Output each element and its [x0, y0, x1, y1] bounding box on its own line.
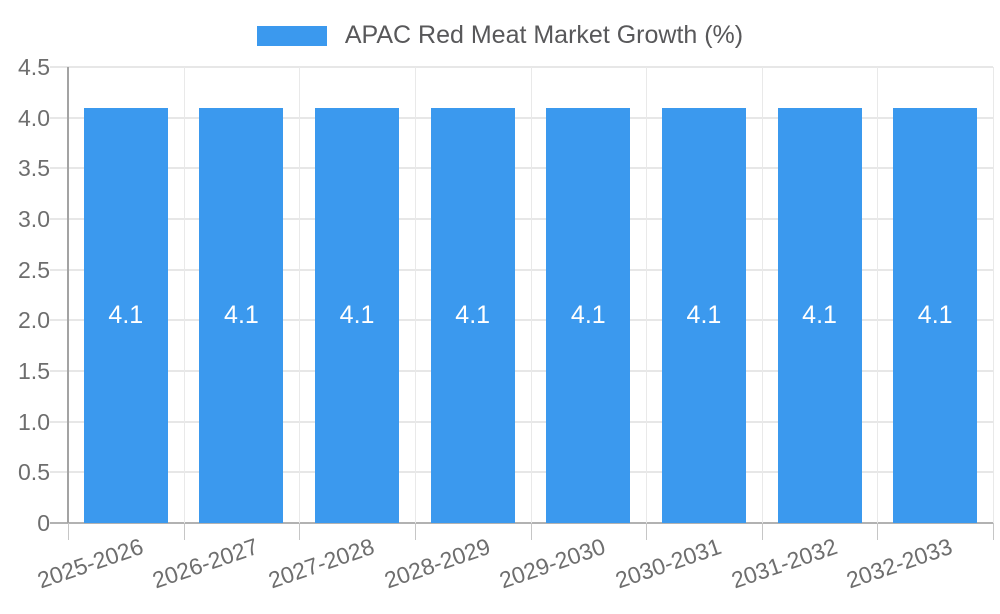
bar-value-label: 4.1	[802, 300, 837, 329]
bar[interactable]: 4.1	[777, 107, 862, 523]
x-gridline	[646, 67, 648, 523]
y-gridline	[50, 218, 993, 220]
bar-value-label: 4.1	[686, 300, 722, 329]
x-gridline	[530, 67, 532, 523]
bar-value-label: 4.1	[917, 300, 953, 329]
y-gridline	[50, 66, 993, 68]
legend-swatch	[256, 25, 327, 46]
y-axis-tick-label: 1.5	[18, 358, 50, 384]
x-gridline	[877, 67, 879, 523]
y-axis-tick-label: 3.5	[18, 155, 50, 182]
y-gridline	[50, 471, 993, 474]
bar[interactable]: 4.1	[83, 107, 168, 523]
bar-value-label: 4.1	[455, 300, 491, 329]
y-axis-tick-label: 0	[37, 510, 50, 536]
bar-value-label: 4.1	[224, 300, 259, 329]
x-gridline	[414, 67, 416, 523]
bar[interactable]: 4.1	[199, 107, 284, 523]
x-gridline	[183, 67, 185, 523]
plot-area: 0 0.5 1.0 1.5 2.0 2.5 3.0 3.5 4.0 4.5 4.1 4.1 4.1 4.1…	[18, 54, 994, 593]
x-tick	[183, 523, 185, 540]
y-axis-tick-label: 4.0	[18, 104, 50, 131]
x-tick	[761, 523, 763, 540]
y-axis-tick-label: 1.0	[18, 408, 50, 435]
y-gridline	[50, 116, 993, 119]
y-gridline	[50, 370, 993, 372]
column-chart: APAC Red Meat Market Growth (%) 0 0.5 1.0 1…	[0, 21, 1000, 594]
bar[interactable]: 4.1	[315, 107, 400, 523]
y-axis-tick-label: 2.0	[18, 307, 50, 334]
bar[interactable]: 4.1	[430, 107, 515, 523]
y-gridline	[50, 420, 993, 423]
x-tick	[530, 523, 532, 540]
x-tick	[414, 523, 416, 540]
y-gridline	[50, 268, 993, 271]
bar-value-label: 4.1	[339, 300, 375, 329]
bar-value-label: 4.1	[570, 300, 606, 329]
x-tick	[68, 523, 69, 540]
x-gridline	[761, 67, 763, 523]
bar[interactable]: 4.1	[546, 107, 631, 523]
x-axis-baseline	[50, 522, 993, 524]
legend-label: APAC Red Meat Market Growth (%)	[344, 21, 744, 49]
y-axis-tick-label: 3.0	[18, 206, 50, 232]
bar[interactable]: 4.1	[661, 107, 746, 523]
x-tick	[877, 523, 879, 540]
chart-legend: APAC Red Meat Market Growth (%)	[0, 21, 1000, 50]
y-axis-tick-label: 4.5	[18, 54, 50, 80]
y-gridline	[50, 167, 993, 170]
bar[interactable]: 4.1	[893, 107, 978, 523]
y-axis-line	[67, 67, 69, 523]
x-gridline	[299, 67, 301, 523]
x-tick	[646, 523, 648, 540]
y-axis-tick-label: 0.5	[18, 459, 50, 486]
x-tick	[993, 523, 994, 540]
bar-value-label: 4.1	[108, 300, 144, 329]
x-gridline	[993, 67, 994, 523]
x-tick	[299, 523, 301, 540]
y-axis-tick-label: 2.5	[18, 256, 50, 283]
y-gridline	[50, 319, 993, 322]
